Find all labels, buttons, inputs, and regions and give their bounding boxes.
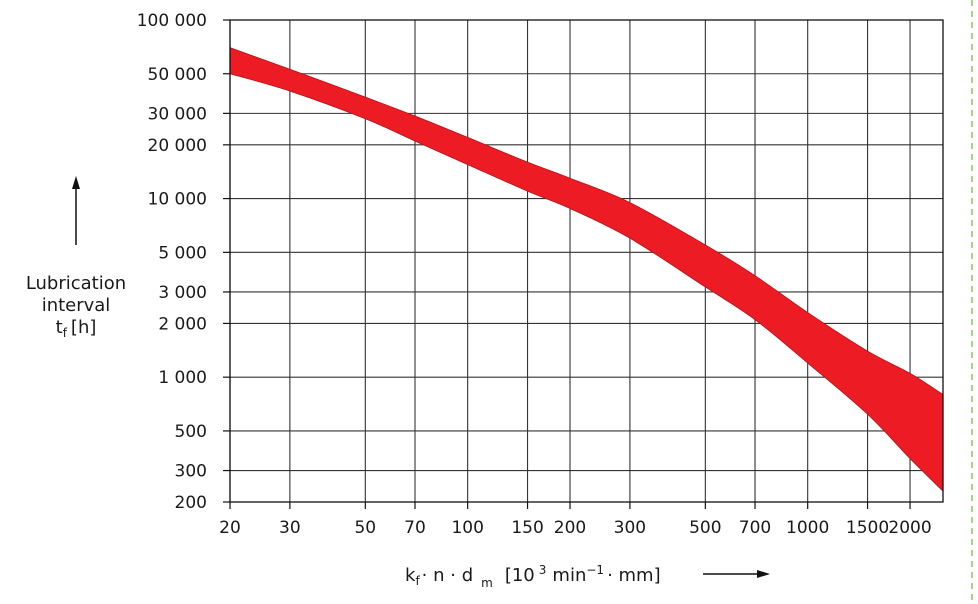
- y-label-unit: [h]: [71, 317, 96, 338]
- x-label-unit-exp: 3: [539, 563, 547, 577]
- x-tick-label: 1500: [846, 518, 889, 538]
- x-tick-label: 300: [614, 518, 646, 538]
- x-axis-label: kf · n · d m [10 3 min−1 · mm]: [405, 563, 770, 590]
- x-label-unit-close: · mm]: [607, 565, 661, 586]
- y-tick-label: 200: [175, 493, 207, 513]
- up-arrow-head-icon: [72, 176, 80, 189]
- y-tick-label: 20 000: [148, 136, 207, 156]
- lubrication-interval-band: [229, 47, 944, 493]
- x-label-k: k: [405, 565, 416, 586]
- x-label-unit-open: [10: [505, 565, 535, 586]
- x-label: kf · n · d m [10 3 min−1 · mm]: [405, 563, 661, 590]
- x-tick-label: 30: [279, 518, 301, 538]
- y-tick-label: 30 000: [148, 104, 207, 124]
- y-tick-label: 50 000: [148, 65, 207, 85]
- x-tick-label: 700: [739, 518, 771, 538]
- y-label-symbol-sub: f: [63, 326, 68, 340]
- x-label-dm-sub: m: [481, 576, 493, 590]
- right-arrow-head-icon: [757, 570, 770, 578]
- y-tick-label: 5 000: [158, 243, 207, 263]
- plot-frame: [229, 19, 944, 503]
- y-tick-label: 300: [175, 462, 207, 482]
- x-tick-label: 500: [689, 518, 721, 538]
- y-axis-label: Lubrication interval tf [h]: [26, 176, 126, 340]
- y-label-line2: interval: [42, 295, 111, 316]
- x-tick-label: 1000: [786, 518, 829, 538]
- x-tick-label: 20: [219, 518, 241, 538]
- y-label-line1: Lubrication: [26, 273, 126, 294]
- x-label-k-sub: f: [415, 574, 420, 588]
- y-tick-label: 2 000: [158, 314, 207, 334]
- x-tick-label: 150: [511, 518, 543, 538]
- x-axis-ticks: 20 30 50 70 100 150 200 300 500 700 1000 1500 2000: [219, 502, 932, 538]
- x-label-rest: · n · d: [422, 565, 473, 586]
- y-label-symbol: t: [56, 317, 63, 338]
- x-tick-label: 100: [451, 518, 483, 538]
- y-tick-label: 500: [175, 422, 207, 442]
- y-axis-ticks: 200 300 500 1 000 2 000 3 000 5 000 10 000 20 00…: [137, 11, 230, 513]
- y-tick-label: 3 000: [158, 283, 207, 303]
- y-tick-label: 1 000: [158, 368, 207, 388]
- y-tick-label: 100 000: [137, 11, 207, 31]
- x-label-unit-mid: min: [552, 565, 586, 586]
- x-tick-label: 2000: [888, 518, 931, 538]
- y-label-line3: tf [h]: [56, 317, 97, 340]
- y-tick-label: 10 000: [148, 190, 207, 210]
- data-band-layer: [229, 47, 944, 493]
- x-tick-label: 200: [554, 518, 586, 538]
- x-tick-label: 50: [354, 518, 376, 538]
- x-tick-label: 70: [404, 518, 426, 538]
- x-label-unit-exp2: −1: [586, 563, 604, 577]
